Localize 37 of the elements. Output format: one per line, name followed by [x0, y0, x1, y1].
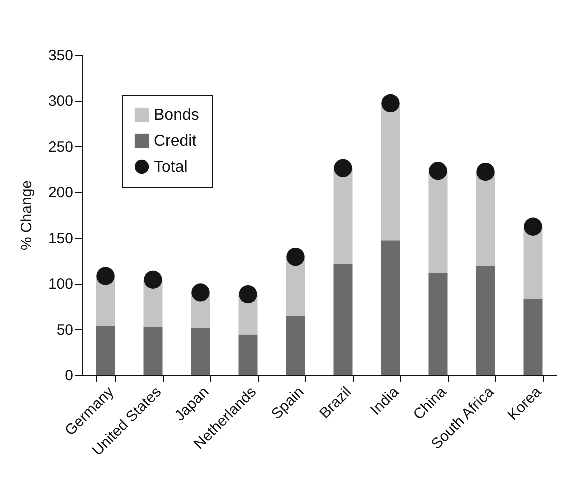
bar: [428, 274, 448, 375]
point: [192, 284, 210, 302]
y-tick-label: 100: [48, 276, 74, 294]
point: [334, 159, 352, 178]
point: [382, 94, 400, 113]
y-tick-label: 250: [48, 138, 74, 156]
y-tick-label: 200: [48, 184, 74, 202]
bar: [96, 326, 116, 375]
y-tick-label: 300: [48, 93, 74, 110]
y-tick-label: 150: [48, 230, 74, 248]
bar: [144, 327, 163, 375]
bar: [524, 299, 543, 375]
legend-label: Bonds: [154, 107, 200, 124]
point: [524, 218, 542, 236]
legend-label: Total: [154, 159, 188, 176]
point: [239, 285, 258, 304]
bar: [334, 264, 353, 375]
legend-label: Credit: [154, 133, 198, 150]
bar: [381, 103, 400, 241]
bar: [476, 172, 496, 266]
bar: [524, 226, 543, 300]
bar: [191, 328, 210, 375]
y-tick-label: 50: [56, 322, 74, 339]
y-axis-title: % Change: [18, 180, 36, 251]
y-tick-label: 350: [48, 48, 74, 64]
point: [286, 248, 305, 266]
bar: [381, 240, 400, 375]
bar: [238, 334, 258, 375]
point: [96, 267, 115, 286]
bar: [428, 171, 448, 274]
point: [429, 162, 448, 180]
point: [144, 270, 162, 289]
point: [476, 162, 495, 182]
bar: [286, 316, 306, 375]
bar: [334, 168, 353, 264]
bar: [476, 266, 496, 375]
y-tick-label: 0: [65, 368, 74, 384]
